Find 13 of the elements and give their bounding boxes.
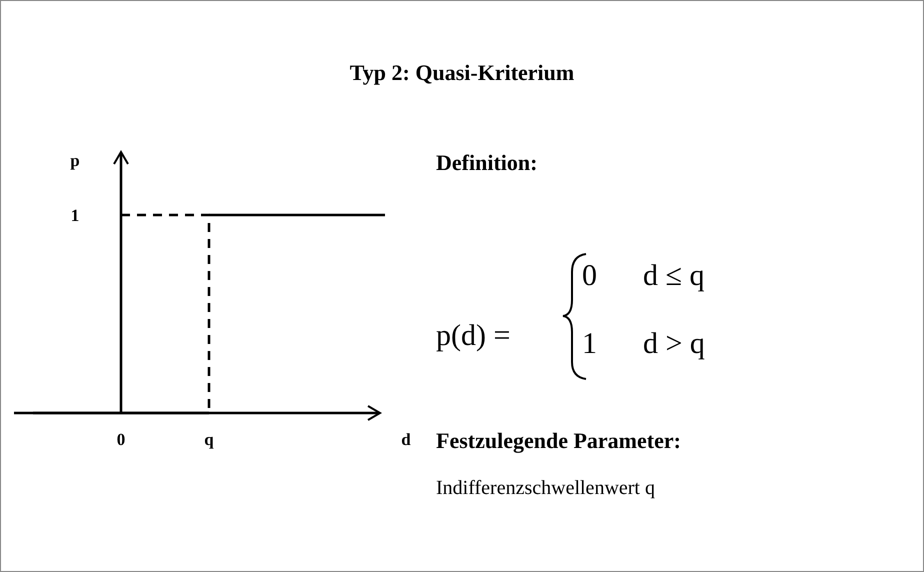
text: Definition:: [436, 150, 538, 175]
text: d ≤ q: [643, 259, 704, 292]
y-axis-title: p: [70, 151, 80, 170]
text: 1: [582, 327, 597, 360]
x-tick-label: q: [204, 430, 214, 449]
text: p(d) =: [436, 319, 510, 352]
x-axis-title: d: [401, 430, 412, 449]
annotation: 1: [70, 206, 80, 225]
text: Typ 2: Quasi-Kriterium: [350, 60, 574, 85]
text: Festzulegende Parameter:: [436, 428, 681, 453]
text: d > q: [643, 327, 705, 360]
text: Indifferenzschwellenwert q: [436, 477, 655, 499]
text: 0: [582, 259, 597, 292]
